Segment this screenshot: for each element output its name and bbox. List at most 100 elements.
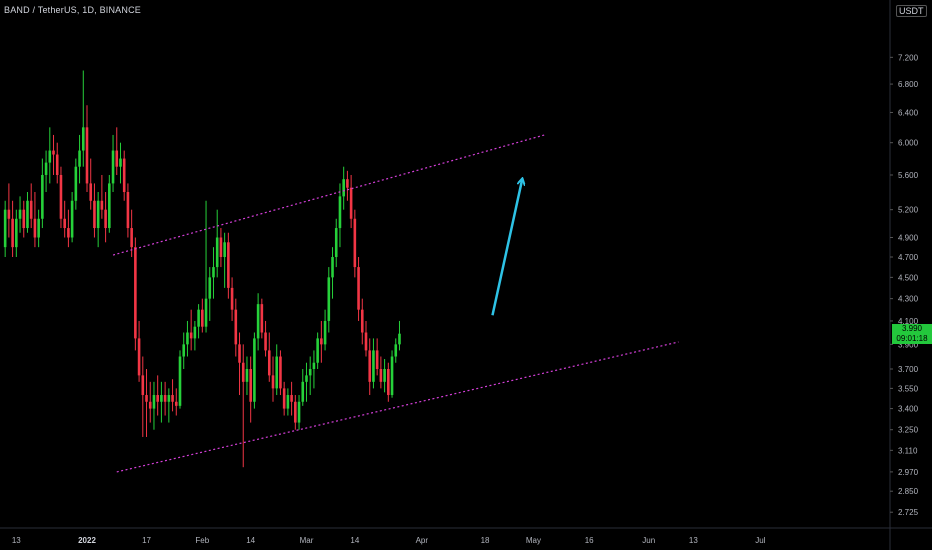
candle-body	[74, 166, 78, 201]
candle-body	[227, 242, 230, 288]
candle-body	[52, 150, 55, 155]
y-tick-label: 4.100	[898, 317, 919, 326]
candle-body	[282, 388, 286, 409]
x-tick-label: 17	[142, 536, 151, 545]
candle-body	[22, 209, 26, 229]
candles	[3, 70, 401, 468]
candle-body	[286, 395, 290, 409]
candle-body	[111, 150, 115, 184]
x-tick-label: 14	[350, 536, 359, 545]
currency-unit[interactable]: USDT	[896, 5, 927, 17]
candle-body	[398, 333, 401, 345]
candle-body	[26, 200, 29, 229]
candle-body	[334, 228, 338, 258]
candle-body	[48, 150, 52, 163]
candle-body	[178, 356, 182, 406]
candle-body	[342, 179, 345, 197]
candle-body	[119, 158, 122, 167]
candle-body	[360, 309, 364, 333]
candle-body	[241, 362, 245, 382]
candle-body	[331, 257, 334, 278]
y-tick-label: 2.725	[898, 508, 919, 517]
candle-body	[3, 209, 7, 248]
candle-body	[96, 200, 100, 229]
candle-body	[11, 218, 14, 248]
bar-countdown: 09:01:18	[896, 333, 928, 343]
candle-body	[148, 401, 152, 409]
candle-body	[141, 375, 145, 396]
x-tick-label: Feb	[195, 536, 209, 545]
candle-body	[223, 242, 226, 258]
candle-body	[253, 338, 256, 402]
y-tick-label: 6.800	[898, 80, 919, 89]
y-tick-label: 7.200	[898, 53, 919, 62]
candle-body	[197, 309, 200, 327]
candle-body	[126, 192, 130, 229]
target-arrow[interactable]	[491, 179, 522, 316]
y-tick-label: 4.300	[898, 295, 919, 304]
candle-body	[290, 395, 293, 402]
candle-body	[59, 174, 63, 219]
candle-body	[108, 183, 111, 229]
x-tick-label: 18	[481, 536, 490, 545]
candle-body	[93, 200, 96, 229]
candle-body	[379, 369, 383, 382]
candle-body	[81, 127, 85, 151]
x-tick-label: Mar	[300, 536, 314, 545]
candle-body	[364, 332, 368, 351]
candle-body	[390, 356, 394, 396]
drawings	[112, 134, 679, 473]
candle-body	[156, 395, 159, 402]
candle-body	[320, 338, 323, 345]
candle-body	[29, 200, 33, 219]
x-tick-label: 16	[585, 536, 594, 545]
candle-body	[160, 395, 163, 402]
y-tick-label: 5.200	[898, 206, 919, 215]
y-tick-label: 4.700	[898, 253, 919, 262]
candle-body	[174, 401, 178, 406]
candle-body	[55, 154, 59, 175]
candle-body	[308, 369, 312, 376]
candle-body	[44, 162, 48, 175]
x-tick-label: 2022	[78, 536, 96, 545]
y-tick-label: 2.850	[898, 487, 919, 496]
y-tick-label: 5.600	[898, 171, 919, 180]
candle-body	[353, 218, 357, 268]
candle-body	[301, 381, 305, 402]
x-tick-label: 13	[12, 536, 21, 545]
candle-body	[256, 304, 260, 339]
candle-body	[167, 395, 171, 402]
candle-body	[338, 196, 342, 229]
candle-body	[279, 356, 282, 389]
candle-body	[115, 150, 119, 167]
time-axis[interactable]: 13 2022 17 Feb 14 Mar 14 Apr 18 May 16 Jun 13 Jul	[12, 536, 766, 545]
candle-body	[372, 350, 375, 382]
candle-body	[349, 187, 353, 219]
candle-body	[375, 350, 379, 370]
y-tick-label: 3.700	[898, 365, 919, 374]
candle-body	[152, 395, 156, 409]
candle-body	[204, 298, 208, 327]
candle-body	[67, 228, 70, 238]
candle-body	[208, 277, 212, 299]
price-axis[interactable]: 7.200 6.800 6.400 6.000 5.600 5.200 4.900 4.700…	[890, 53, 919, 517]
candle-body	[368, 350, 372, 382]
candle-body	[249, 369, 252, 402]
y-tick-label: 2.970	[898, 468, 919, 477]
candle-body	[201, 309, 204, 327]
candle-body	[189, 332, 193, 339]
candle-body	[271, 375, 275, 389]
candle-body	[145, 395, 148, 402]
channel-lower-line[interactable]	[116, 341, 679, 473]
candle-body	[294, 401, 297, 423]
candle-body	[89, 183, 93, 201]
x-tick-label: Apr	[416, 536, 429, 545]
candle-body	[383, 369, 386, 382]
candle-body	[305, 375, 308, 382]
candle-body	[316, 338, 319, 363]
candle-body	[394, 344, 398, 357]
channel-upper-line[interactable]	[112, 134, 545, 256]
candle-body	[230, 287, 234, 310]
